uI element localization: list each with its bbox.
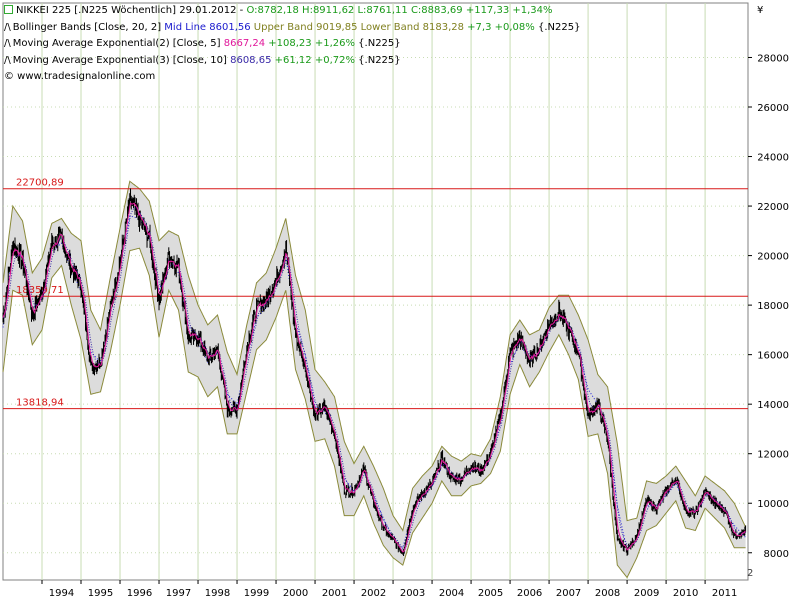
- y-tick-label: 8000: [764, 549, 789, 560]
- x-tick-label: 2000: [283, 588, 308, 599]
- y-tick-label: 16000: [757, 351, 789, 362]
- x-tick-label: 2002: [361, 588, 386, 599]
- legend-row-copyright: © www.tradesignalonline.com: [4, 69, 580, 86]
- y-tick-label: 26000: [757, 103, 789, 114]
- y-tick-label: 14000: [757, 400, 789, 411]
- x-tick-label: 2001: [322, 588, 347, 599]
- y-axis-currency-label: ¥: [757, 5, 763, 16]
- copyright-text: © www.tradesignalonline.com: [4, 71, 156, 82]
- x-tick-label: 2008: [595, 588, 620, 599]
- ema10-symbol: {.N225}: [358, 54, 401, 66]
- y-tick-label: 12000: [757, 450, 789, 461]
- x-tick-label: 2005: [478, 588, 503, 599]
- bollinger-symbol: {.N225}: [537, 21, 581, 33]
- ema10-label: Moving Average Exponential(3) [Close, 10…: [12, 54, 227, 66]
- x-tick-label: 2004: [439, 588, 464, 599]
- x-tick-label: 1995: [88, 588, 113, 599]
- x-tick-label: 2009: [634, 588, 659, 599]
- x-tick-label: 1996: [127, 588, 152, 599]
- x-tick-label: 2011: [712, 588, 737, 599]
- indicator-icon: /\: [4, 54, 11, 66]
- bollinger-upper-line: [2, 180, 747, 532]
- indicator-icon: /\: [4, 38, 11, 49]
- ema10-change: +61,12 +0,72%: [274, 54, 355, 66]
- ema5-label: Moving Average Exponential(2) [Close, 5]: [12, 38, 221, 49]
- x-tick-label: 2006: [517, 588, 542, 599]
- legend-row-ema5: /\ Moving Average Exponential(2) [Close, …: [4, 36, 580, 53]
- bollinger-bands: Upper Band 9019,85 Lower Band 8183,28: [253, 21, 464, 33]
- x-tick-label: 2003: [400, 588, 425, 599]
- y-tick-label: 28000: [757, 53, 789, 64]
- horizontal-lines-layer: 22700,89 18359,71 13818,94: [3, 178, 748, 410]
- ema5-line: [2, 202, 746, 553]
- y-tick-label: 22000: [757, 202, 789, 213]
- legend-row-instrument: NIKKEI 225 [.N225 Wöchentlich] 29.01.201…: [4, 3, 580, 20]
- legend-row-bollinger: /\ Bollinger Bands [Close, 20, 2] Mid Lin…: [4, 20, 580, 37]
- right-axis-partial-label: 2: [747, 568, 753, 579]
- horizontal-level-label: 22700,89: [16, 178, 64, 189]
- bollinger-mid-line: [2, 215, 746, 552]
- instrument-icon: [4, 5, 13, 14]
- ema5-symbol: {.N225}: [358, 38, 401, 49]
- ohlc-values: O:8782,18 H:8911,62 L:8761,11 C:8883,69 …: [246, 5, 553, 16]
- y-tick-label: 20000: [757, 252, 789, 263]
- instrument-label: NIKKEI 225 [.N225 Wöchentlich] 29.01.201…: [16, 5, 244, 16]
- ema5-change: +108,23 +1,26%: [268, 38, 355, 49]
- horizontal-level-label: 13818,94: [16, 398, 64, 409]
- x-tick-label: 1997: [166, 588, 191, 599]
- bollinger-label: Bollinger Bands [Close, 20, 2]: [12, 21, 162, 33]
- horizontal-level-label: 18359,71: [16, 285, 64, 296]
- x-tick-label: 2010: [673, 588, 698, 599]
- moving-average-layer: [2, 202, 746, 553]
- indicator-icon: /\: [4, 21, 11, 33]
- ema5-value: 8667,24: [223, 38, 266, 49]
- y-tick-label: 24000: [757, 153, 789, 164]
- bollinger-lower-line: [2, 247, 746, 579]
- bollinger-mid: Mid Line 8601,56: [164, 21, 251, 33]
- bollinger-band-layer: [2, 180, 747, 579]
- ema10-value: 8608,65: [230, 54, 272, 66]
- axis-layer: 8000100001200014000160001800020000220002…: [41, 53, 789, 599]
- x-tick-label: 1994: [49, 588, 74, 599]
- y-tick-label: 18000: [757, 301, 789, 312]
- bollinger-change: +7,3 +0,08%: [467, 21, 535, 33]
- x-tick-label: 1998: [205, 588, 230, 599]
- ema10-line: [2, 206, 746, 550]
- legend-row-ema10: /\ Moving Average Exponential(3) [Close, …: [4, 53, 580, 70]
- x-tick-label: 1999: [244, 588, 269, 599]
- bollinger-band-fill: [3, 181, 746, 578]
- x-tick-label: 2007: [556, 588, 581, 599]
- chart-legend: NIKKEI 225 [.N225 Wöchentlich] 29.01.201…: [4, 3, 580, 86]
- y-tick-label: 10000: [757, 499, 789, 510]
